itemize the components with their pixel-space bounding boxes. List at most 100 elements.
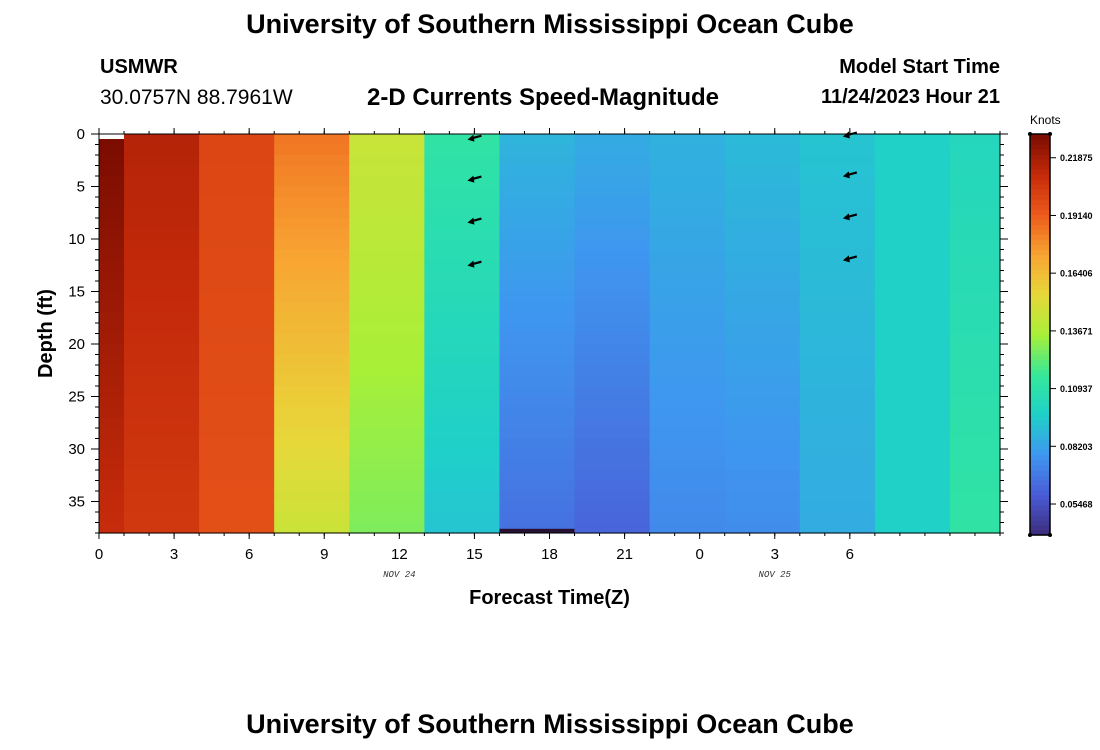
station-coordinates: 30.0757N 88.7961W — [100, 86, 293, 109]
heatmap-cell — [424, 134, 501, 146]
heatmap-cell — [274, 228, 350, 240]
heatmap-cell — [274, 186, 350, 198]
heatmap-cell — [424, 459, 501, 471]
heatmap-cell — [199, 291, 275, 303]
heatmap-cell — [874, 197, 951, 209]
heatmap-cell — [499, 428, 576, 440]
heatmap-cell — [124, 197, 200, 209]
colorbar-end-mark — [1048, 132, 1052, 136]
heatmap-cell — [274, 270, 350, 282]
colorbar-segment — [1030, 329, 1050, 336]
vector-head — [842, 255, 850, 263]
heatmap-cell — [724, 134, 801, 146]
heatmap-cell — [799, 291, 876, 303]
heatmap-cell — [99, 260, 125, 272]
heatmap-cell — [499, 165, 576, 177]
heatmap-cell — [799, 522, 876, 534]
heatmap-cell — [874, 491, 951, 503]
heatmap-cell — [799, 344, 876, 356]
heatmap-cell — [99, 302, 125, 314]
heatmap-cell — [199, 386, 275, 398]
heatmap-cell — [574, 197, 651, 209]
heatmap-cell — [124, 312, 200, 324]
colorbar-segment — [1030, 149, 1050, 155]
heatmap-cell — [199, 365, 275, 377]
heatmap-cell — [574, 155, 651, 167]
heatmap-cell — [649, 386, 726, 398]
colorbar-segment — [1030, 364, 1050, 371]
heatmap-cell — [99, 386, 125, 398]
heatmap-cell — [349, 344, 425, 356]
heatmap-cell — [99, 176, 125, 188]
heatmap-cell — [274, 428, 350, 440]
heatmap-cell — [724, 312, 801, 324]
heatmap-cell — [949, 512, 1001, 524]
heatmap-cell — [349, 375, 425, 387]
heatmap-cell — [874, 207, 951, 219]
heatmap-cell — [724, 323, 801, 335]
colorbar-segment — [1030, 509, 1050, 516]
heatmap-cell — [874, 312, 951, 324]
heatmap-cell — [424, 281, 501, 293]
heatmap-cell — [799, 249, 876, 261]
heatmap-cell — [724, 239, 801, 251]
y-tick-label: 10 — [68, 231, 85, 248]
heatmap-cell — [649, 228, 726, 240]
heatmap-cell — [649, 501, 726, 513]
x-tick-label: 3 — [771, 546, 779, 563]
heatmap-cell — [799, 491, 876, 503]
heatmap-cell — [499, 396, 576, 408]
heatmap-cell — [274, 470, 350, 482]
current-vector — [467, 134, 482, 142]
heatmap-cell — [349, 249, 425, 261]
heatmap-cell — [124, 218, 200, 230]
heatmap-cell — [949, 323, 1001, 335]
current-vector — [842, 171, 858, 179]
heatmap-cell — [349, 186, 425, 198]
heatmap-cell — [199, 522, 275, 534]
heatmap-cell — [574, 491, 651, 503]
heatmap-cell — [274, 407, 350, 419]
heatmap-cell — [799, 176, 876, 188]
heatmap-cell — [649, 197, 726, 209]
heatmap-cell — [724, 375, 801, 387]
colorbar-segment — [1030, 279, 1050, 285]
heatmap-cell — [724, 470, 801, 482]
colorbar-segment — [1030, 189, 1050, 195]
heatmap-cell — [574, 512, 651, 524]
heatmap-cell — [724, 396, 801, 408]
heatmap-cell — [799, 207, 876, 219]
heatmap-cell — [274, 197, 350, 209]
colorbar-segment — [1030, 424, 1050, 431]
heatmap-cell — [349, 522, 425, 534]
heatmap-cell — [424, 512, 501, 524]
colorbar-segment — [1030, 304, 1050, 311]
heatmap-cell — [124, 260, 200, 272]
heatmap-cell — [949, 270, 1001, 282]
heatmap-cell — [424, 239, 501, 251]
heatmap-cell — [349, 449, 425, 461]
heatmap-cell — [424, 501, 501, 513]
x-tick-label: 15 — [466, 546, 483, 563]
heatmap-cell — [124, 501, 200, 513]
heatmap-cell — [724, 491, 801, 503]
heatmap-cell — [949, 134, 1001, 146]
colorbar-label: 0.19140 — [1060, 211, 1093, 221]
heatmap-cell — [724, 417, 801, 429]
colorbar-segment — [1030, 369, 1050, 376]
heatmap-cell — [99, 155, 125, 167]
heatmap-cell — [349, 386, 425, 398]
heatmap-cell — [799, 228, 876, 240]
heatmap-cell — [799, 144, 876, 156]
heatmap-cell — [199, 375, 275, 387]
colorbar-segment — [1030, 479, 1050, 486]
heatmap-cell — [574, 176, 651, 188]
heatmap-cell — [424, 165, 501, 177]
colorbar-segment — [1030, 264, 1050, 270]
colorbar-segment — [1030, 234, 1050, 240]
model-start-value: 11/24/2023 Hour 21 — [820, 86, 1000, 108]
heatmap-cell — [199, 470, 275, 482]
heatmap-cell — [199, 249, 275, 261]
heatmap-cell — [99, 344, 125, 356]
heatmap-cell — [499, 260, 576, 272]
